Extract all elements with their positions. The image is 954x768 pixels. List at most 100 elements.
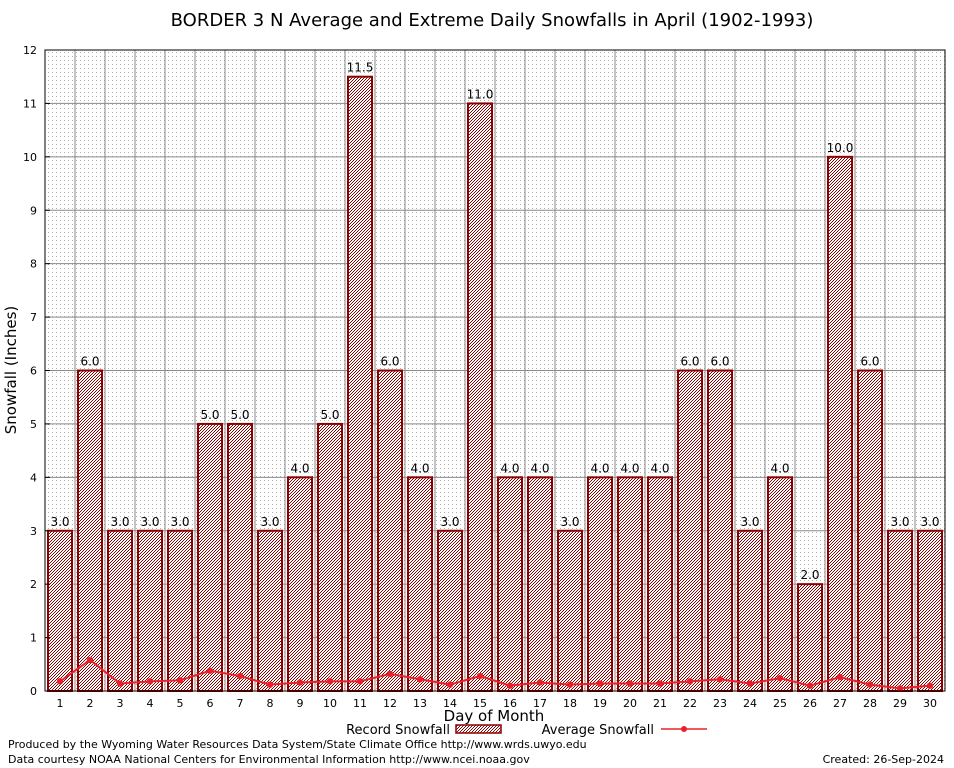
bar-value-label: 4.0 (650, 461, 669, 475)
bar-value-label: 3.0 (740, 515, 759, 529)
x-tick-label: 14 (443, 697, 457, 710)
bar-day-19 (587, 476, 613, 693)
x-tick-label: 12 (383, 697, 397, 710)
y-tick-label: 10 (23, 151, 37, 164)
bar-day-22 (677, 369, 703, 692)
x-tick-label: 11 (353, 697, 367, 710)
bar-day-25 (767, 476, 793, 693)
x-tick-label: 17 (533, 697, 547, 710)
x-tick-label: 22 (683, 697, 697, 710)
chart-title: BORDER 3 N Average and Extreme Daily Sno… (171, 10, 814, 31)
x-axis-ticks: 1 2 3 4 5 6 7 8 9 10 11 12 13 14 15 16 17 18 19 20 21 22 23 24 2… (57, 697, 938, 710)
x-tick-label: 28 (863, 697, 877, 710)
average-point-day-9 (296, 679, 304, 686)
average-point-day-16 (506, 682, 514, 689)
bar-day-21 (647, 476, 673, 693)
y-tick-label: 4 (30, 471, 37, 484)
average-point-day-7 (236, 672, 244, 680)
x-tick-label: 1 (57, 697, 64, 710)
bar-value-label: 3.0 (560, 515, 579, 529)
average-point-day-8 (266, 681, 274, 688)
x-tick-label: 27 (833, 697, 847, 710)
x-tick-label: 8 (267, 697, 274, 710)
bar-value-label: 4.0 (530, 461, 549, 475)
average-point-day-29 (896, 685, 904, 692)
legend: Record Snowfall Average Snowfall (346, 723, 707, 738)
x-tick-label: 5 (177, 697, 184, 710)
average-point-day-3 (116, 680, 124, 687)
bar-day-26 (797, 583, 823, 693)
bar-value-label: 5.0 (200, 408, 219, 422)
bar-day-10 (317, 422, 343, 692)
x-tick-label: 25 (773, 697, 787, 710)
average-point-day-27 (836, 673, 844, 681)
x-axis-label: Day of Month (444, 707, 545, 725)
x-tick-label: 30 (923, 697, 937, 710)
bar-day-4 (137, 529, 163, 692)
bar-value-label: 11.5 (347, 61, 374, 75)
average-point-day-17 (536, 679, 544, 686)
bar-value-label: 2.0 (800, 568, 819, 582)
bar-day-5 (167, 529, 193, 692)
average-point-day-22 (686, 678, 694, 685)
footer-produced-by: Produced by the Wyoming Water Resources … (8, 738, 587, 751)
legend-record-label: Record Snowfall (346, 723, 450, 738)
average-point-day-1 (56, 678, 64, 685)
bar-day-11 (347, 75, 373, 693)
average-point-day-5 (176, 677, 184, 684)
grid-lines (45, 50, 945, 691)
average-point-day-2 (86, 656, 94, 664)
bar-value-label: 3.0 (920, 515, 939, 529)
average-point-day-21 (656, 680, 664, 687)
bar-day-1 (47, 529, 73, 692)
bar-day-29 (887, 529, 913, 692)
average-point-day-10 (326, 678, 334, 685)
bar-value-label: 3.0 (170, 515, 189, 529)
average-point-day-14 (446, 681, 454, 688)
bar-value-label: 4.0 (410, 461, 429, 475)
x-tick-label: 9 (297, 697, 304, 710)
bar-day-6 (197, 422, 223, 692)
bar-value-label: 4.0 (500, 461, 519, 475)
bar-value-label: 3.0 (140, 515, 159, 529)
bar-value-label: 4.0 (620, 461, 639, 475)
bar-day-17 (527, 476, 553, 693)
average-point-day-18 (566, 681, 574, 688)
x-tick-label: 26 (803, 697, 817, 710)
average-point-day-12 (386, 670, 394, 678)
x-tick-label: 2 (87, 697, 94, 710)
x-tick-label: 20 (623, 697, 637, 710)
x-tick-label: 3 (117, 697, 124, 710)
footer-created-date: Created: 26-Sep-2024 (822, 753, 944, 766)
average-series-line (59, 658, 931, 690)
average-point-day-30 (926, 682, 934, 689)
bar-value-label: 3.0 (110, 515, 129, 529)
x-tick-label: 29 (893, 697, 907, 710)
legend-record-swatch (455, 724, 502, 734)
average-point-day-15 (476, 672, 484, 680)
bar-value-label: 4.0 (590, 461, 609, 475)
bar-value-label: 4.0 (770, 461, 789, 475)
average-point-day-4 (146, 678, 154, 685)
bar-value-label: 6.0 (710, 355, 729, 369)
bar-value-label: 5.0 (230, 408, 249, 422)
average-point-day-28 (866, 681, 874, 688)
footer-data-courtesy: Data courtesy NOAA National Centers for … (8, 753, 530, 766)
bar-value-label: 3.0 (260, 515, 279, 529)
y-tick-label: 12 (23, 44, 37, 57)
bar-day-24 (737, 529, 763, 692)
bar-value-label: 10.0 (827, 141, 854, 155)
bar-value-label: 6.0 (680, 355, 699, 369)
bar-day-28 (857, 369, 883, 692)
x-tick-label: 13 (413, 697, 427, 710)
y-tick-label: 7 (30, 311, 37, 324)
y-axis-label: Snowfall (Inches) (2, 306, 20, 434)
x-tick-label: 19 (593, 697, 607, 710)
bar-day-3 (107, 529, 133, 692)
y-tick-label: 5 (30, 418, 37, 431)
bar-day-27 (827, 155, 853, 693)
bar-day-15 (467, 102, 493, 692)
y-tick-label: 9 (30, 204, 37, 217)
average-point-day-20 (626, 680, 634, 687)
